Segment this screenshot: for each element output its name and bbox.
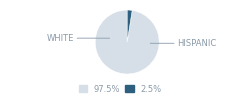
- Wedge shape: [95, 10, 159, 74]
- Wedge shape: [127, 10, 132, 42]
- Text: WHITE: WHITE: [47, 34, 110, 43]
- Legend: 97.5%, 2.5%: 97.5%, 2.5%: [79, 84, 161, 94]
- Text: HISPANIC: HISPANIC: [150, 39, 216, 48]
